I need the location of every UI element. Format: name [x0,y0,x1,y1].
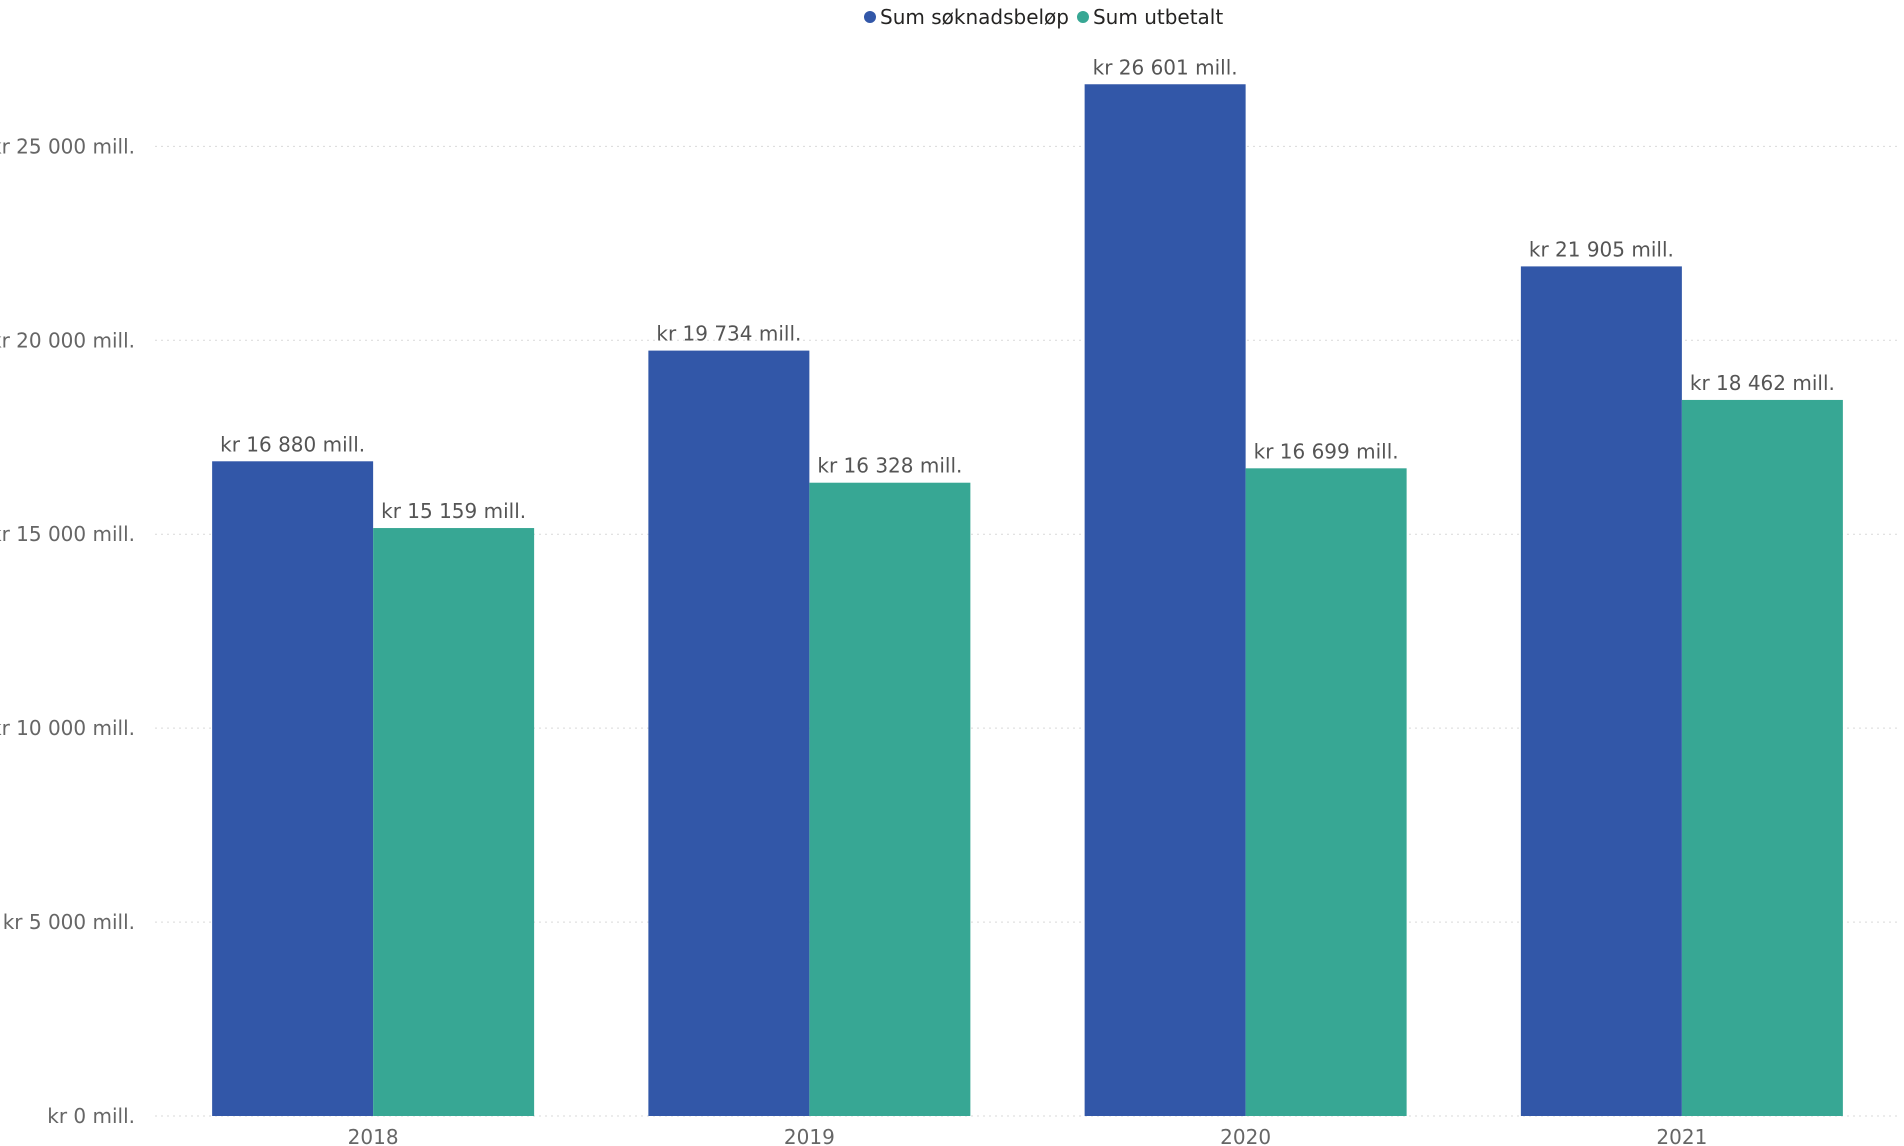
y-tick-label: kr 0 mill. [47,1104,135,1128]
x-tick-label: 2021 [1656,1125,1707,1146]
legend-marker-icon [864,11,876,23]
legend-marker-icon [1076,11,1089,23]
data-label: kr 21 905 mill. [1529,237,1674,261]
x-axis: 2018 2019 2020 2021 [348,1125,1708,1146]
bar-soknadsbelop-2019[interactable] [648,350,810,1116]
y-tick-label: kr 20 000 mill. [0,328,135,352]
data-label: kr 19 734 mill. [656,322,801,346]
y-tick-label: kr 10 000 mill. [0,716,135,740]
legend-label: Sum søknadsbeløp [880,5,1069,29]
legend: Sum søknadsbeløp Sum utbetalt [864,5,1223,29]
bar-utbetalt-2018[interactable] [373,528,535,1116]
x-tick-label: 2019 [784,1125,835,1146]
bar-soknadsbelop-2020[interactable] [1084,84,1246,1116]
x-tick-label: 2020 [1220,1125,1271,1146]
data-label: kr 16 880 mill. [220,432,365,456]
data-label: kr 26 601 mill. [1093,55,1238,79]
legend-item[interactable]: Sum utbetalt [1076,5,1223,29]
bar-utbetalt-2021[interactable] [1681,399,1843,1117]
bars [212,84,1843,1117]
data-label: kr 15 159 mill. [381,499,526,523]
data-label: kr 16 699 mill. [1254,439,1399,463]
y-tick-label: kr 5 000 mill. [3,910,135,934]
bar-utbetalt-2020[interactable] [1245,468,1407,1116]
legend-item[interactable]: Sum søknadsbeløp [864,5,1069,29]
bar-soknadsbelop-2021[interactable] [1520,266,1682,1116]
y-axis: kr 0 mill. kr 5 000 mill. kr 10 000 mill. k… [0,134,135,1128]
y-tick-label: kr 15 000 mill. [0,522,135,546]
x-tick-label: 2018 [348,1125,399,1146]
data-label: kr 16 328 mill. [817,454,962,478]
legend-label: Sum utbetalt [1093,5,1223,29]
y-tick-label: kr 25 000 mill. [0,134,135,158]
data-labels: kr 16 880 mill. kr 15 159 mill. kr 19 734 … [220,55,1835,523]
data-label: kr 18 462 mill. [1690,371,1835,395]
bar-utbetalt-2019[interactable] [809,482,971,1116]
bar-soknadsbelop-2018[interactable] [212,461,374,1117]
